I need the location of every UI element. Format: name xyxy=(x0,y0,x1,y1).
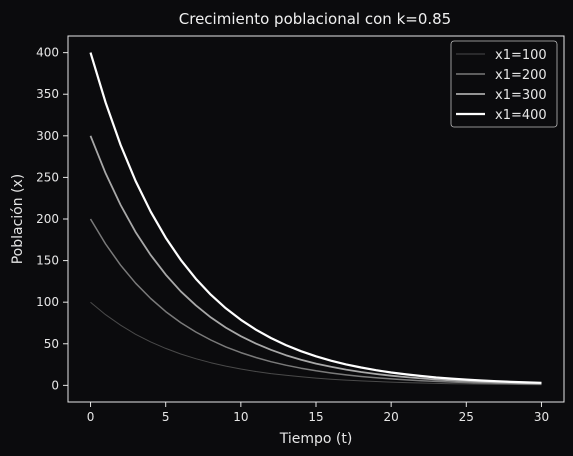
y-tick-label: 50 xyxy=(44,337,59,351)
legend-label: x1=200 xyxy=(495,68,547,83)
y-tick-label: 250 xyxy=(36,170,59,184)
x-tick-label: 30 xyxy=(534,410,549,424)
legend-box xyxy=(450,40,558,128)
y-tick-label: 100 xyxy=(36,295,59,309)
chart-title: Crecimiento poblacional con k=0.85 xyxy=(179,10,451,28)
series-line-1 xyxy=(90,301,542,386)
x-axis-label: Tiempo (t) xyxy=(279,431,353,447)
x-tick-label: 15 xyxy=(308,410,323,424)
x-tick-label: 0 xyxy=(87,410,95,424)
series-line-4 xyxy=(89,52,542,384)
y-tick-label: 400 xyxy=(36,46,59,60)
x-tick-label: 20 xyxy=(384,410,399,424)
legend: x1=100 x1=200 x1=300 x1=400 xyxy=(450,40,558,128)
series-line-3 xyxy=(89,135,542,385)
legend-label: x1=300 xyxy=(495,88,547,103)
x-tick-label: 5 xyxy=(162,410,170,424)
series-lines xyxy=(89,52,542,386)
y-tick-label: 300 xyxy=(36,129,59,143)
y-tick-label: 0 xyxy=(51,378,59,392)
x-axis: 0 5 10 15 20 25 30 xyxy=(87,402,549,424)
y-tick-label: 150 xyxy=(36,254,59,268)
x-tick-label: 10 xyxy=(233,410,248,424)
y-tick-label: 350 xyxy=(36,87,59,101)
legend-label: x1=400 xyxy=(495,108,547,123)
y-axis-label: Población (x) xyxy=(10,174,26,265)
legend-label: x1=100 xyxy=(495,48,547,63)
x-tick-label: 25 xyxy=(459,410,474,424)
y-tick-label: 200 xyxy=(36,212,59,226)
series-line-2 xyxy=(89,218,542,385)
y-axis: 0 50 100 150 200 250 300 350 400 xyxy=(36,46,68,392)
